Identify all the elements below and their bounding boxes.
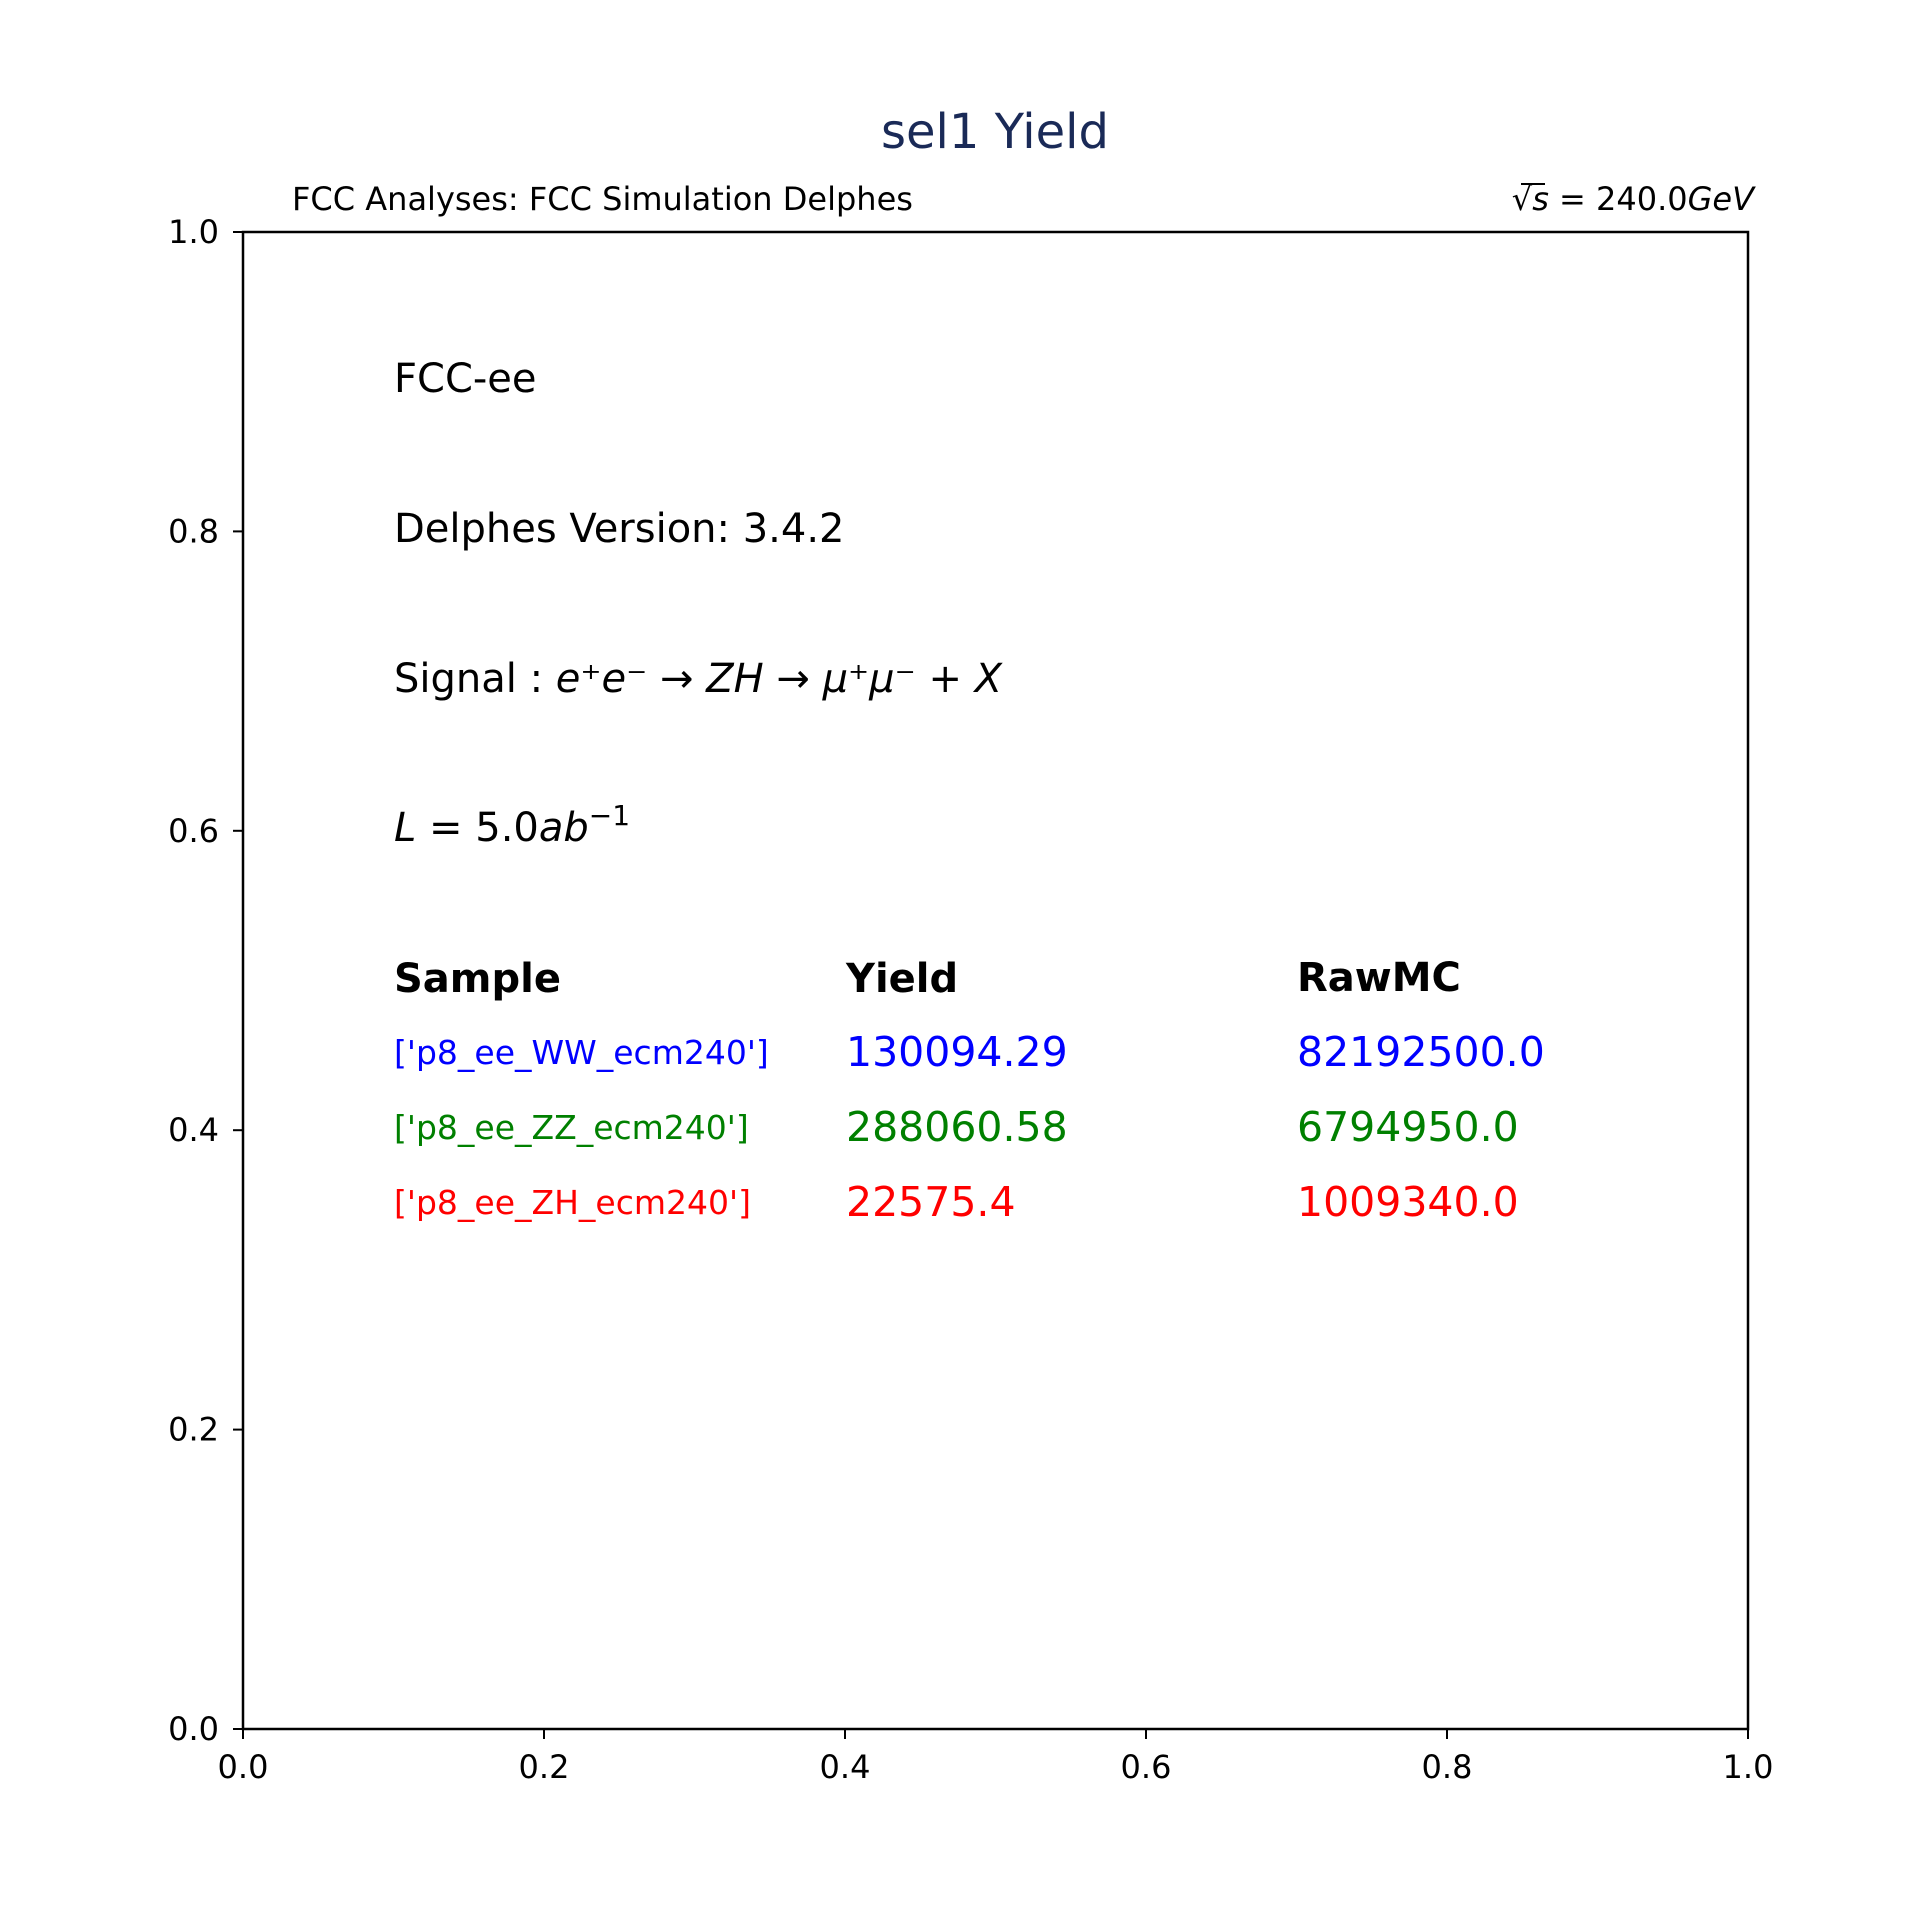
luminosity-symbol: L: [394, 805, 416, 851]
y-tick-label: 0.4: [168, 1111, 219, 1149]
signal-label: Signal : e⁺e⁻ → ZH → μ⁺μ⁻ + X: [394, 656, 1004, 702]
y-tick-label: 0.0: [168, 1710, 219, 1748]
yield-value-cell: 288060.58: [846, 1103, 1068, 1151]
yield-table-rows: ['p8_ee_WW_ecm240'] 130094.29 82192500.0['…: [394, 1028, 1545, 1226]
x-tick-label: 0.4: [820, 1748, 871, 1786]
sqrt-s-value: = 240.0: [1549, 180, 1688, 218]
x-tick-label: 0.0: [218, 1748, 269, 1786]
y-tick-label: 0.6: [168, 812, 219, 850]
x-tick-label: 1.0: [1723, 1748, 1774, 1786]
table-row: ['p8_ee_WW_ecm240'] 130094.29 82192500.0: [394, 1028, 1545, 1076]
chart-title: sel1 Yield: [881, 104, 1109, 160]
axes-frame: [241, 230, 1750, 1731]
x-tick-label: 0.6: [1121, 1748, 1172, 1786]
rawmc-value-cell: 1009340.0: [1297, 1178, 1519, 1226]
x-axis-ticks: 0.0 0.2 0.4 0.6 0.8 1.0: [218, 1729, 1774, 1786]
column-header-rawmc: RawMC: [1297, 955, 1461, 1001]
luminosity-value: = 5.0: [416, 805, 539, 851]
rawmc-value-cell: 6794950.0: [1297, 1103, 1519, 1151]
table-row: ['p8_ee_ZZ_ecm240'] 288060.58 6794950.0: [394, 1103, 1519, 1151]
y-tick-label: 0.2: [168, 1411, 219, 1449]
x-tick-label: 0.2: [519, 1748, 570, 1786]
luminosity-exponent: −1: [589, 799, 630, 832]
sample-name-cell: ['p8_ee_ZZ_ecm240']: [394, 1108, 749, 1147]
column-header-yield: Yield: [845, 956, 958, 1002]
header-right-label: √s = 240.0GeV: [1512, 180, 1756, 218]
sample-name-cell: ['p8_ee_WW_ecm240']: [394, 1033, 769, 1072]
energy-unit: GeV: [1688, 180, 1756, 218]
luminosity-label: L = 5.0ab−1: [394, 799, 630, 851]
header-left-label: FCC Analyses: FCC Simulation Delphes: [292, 180, 913, 218]
detector-label: FCC-ee: [394, 356, 537, 402]
table-row: ['p8_ee_ZH_ecm240'] 22575.4 1009340.0: [394, 1178, 1519, 1226]
column-header-sample: Sample: [394, 956, 561, 1002]
yield-value-cell: 130094.29: [846, 1028, 1068, 1076]
y-axis-ticks: 0.0 0.2 0.4 0.6 0.8 1.0: [168, 213, 243, 1748]
sqrt-symbol: √: [1512, 180, 1533, 218]
x-tick-label: 0.8: [1422, 1748, 1473, 1786]
sqrt-s-variable: s: [1532, 180, 1549, 218]
delphes-version-label: Delphes Version: 3.4.2: [394, 506, 845, 552]
signal-process: e⁺e⁻ → ZH → μ⁺μ⁻ + X: [556, 656, 1004, 702]
sample-name-cell: ['p8_ee_ZH_ecm240']: [394, 1183, 751, 1222]
signal-prefix: Signal :: [394, 656, 556, 702]
y-tick-label: 0.8: [168, 512, 219, 550]
yield-value-cell: 22575.4: [846, 1178, 1016, 1226]
luminosity-unit: ab: [539, 805, 589, 851]
rawmc-value-cell: 82192500.0: [1297, 1028, 1545, 1076]
y-tick-label: 1.0: [168, 213, 219, 251]
